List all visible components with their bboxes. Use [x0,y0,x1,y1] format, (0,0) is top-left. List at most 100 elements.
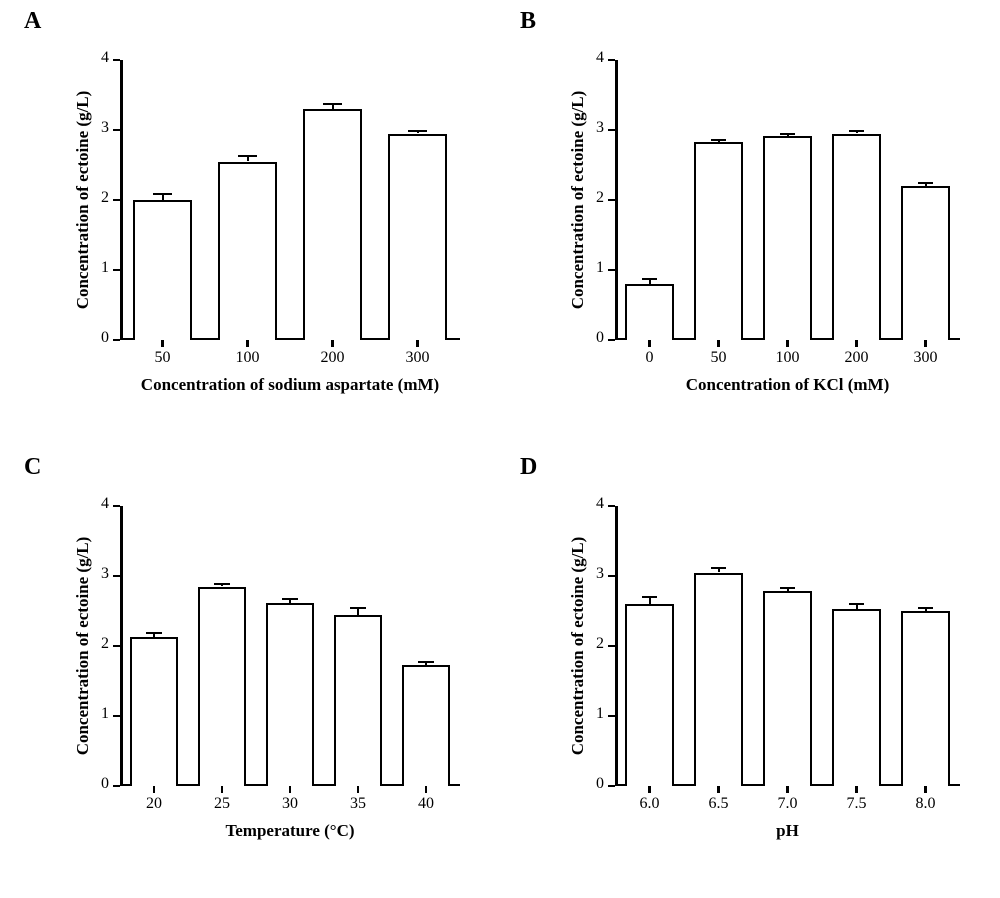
panel-letter-c: C [24,454,41,481]
error-bar-cap [214,583,229,585]
error-bar-stem [357,608,359,615]
x-tick-label: 50 [684,349,753,367]
bar [133,200,193,340]
x-tick-label: 20 [120,795,188,813]
x-tick-label: 50 [120,349,205,367]
bar [763,591,811,786]
chart-d: 01234Concentration of ectoine (g/L)6.06.… [615,506,960,786]
x-tick [648,340,651,347]
x-tick-label: 40 [392,795,460,813]
y-tick [113,129,120,132]
error-bar-cap [918,182,933,184]
x-tick [717,786,720,793]
figure-page: A B C D 01234Concentration of ectoine (g… [0,0,1000,898]
x-tick [289,786,292,793]
error-bar-cap [418,661,433,663]
x-tick-label: 200 [290,349,375,367]
x-tick [786,340,789,347]
x-tick [153,786,156,793]
y-axis-label: Concentration of ectoine (g/L) [568,60,588,340]
error-bar-stem [649,597,651,604]
x-tick [161,340,164,347]
bar [901,186,949,340]
bar [388,134,448,341]
bar [334,615,382,787]
x-tick [331,340,334,347]
x-tick [246,340,249,347]
x-tick [416,340,419,347]
y-tick [113,339,120,342]
y-axis-line [615,60,618,340]
x-tick-label: 30 [256,795,324,813]
y-tick [608,269,615,272]
y-tick [608,199,615,202]
y-tick [608,129,615,132]
x-tick-label: 0 [615,349,684,367]
error-bar-cap [711,139,726,141]
error-bar-cap [642,278,657,280]
bar [694,142,742,340]
x-tick [357,786,360,793]
error-bar-cap [849,603,864,605]
x-axis-label: Concentration of sodium aspartate (mM) [120,375,460,395]
error-bar-cap [849,130,864,132]
panel-letter-a: A [24,8,41,35]
bar [763,136,811,340]
chart-b: 01234Concentration of ectoine (g/L)05010… [615,60,960,340]
x-axis-label: Temperature (°C) [120,821,460,841]
error-bar-cap [918,607,933,609]
x-tick-label: 8.0 [891,795,960,813]
bar [402,665,450,786]
error-bar-cap [350,607,365,609]
bar [266,603,314,786]
x-tick [924,340,927,347]
error-bar-cap [282,598,297,600]
x-tick [221,786,224,793]
x-axis-label: pH [615,821,960,841]
x-tick [855,340,858,347]
bar [901,611,949,786]
y-tick [113,59,120,62]
y-tick [113,785,120,788]
error-bar-cap [146,632,161,634]
x-tick-label: 7.5 [822,795,891,813]
y-axis-label: Concentration of ectoine (g/L) [73,60,93,340]
y-tick [113,199,120,202]
x-tick [648,786,651,793]
panel-letter-b: B [520,8,536,35]
bar [198,587,246,787]
x-tick-label: 200 [822,349,891,367]
bar [303,109,363,340]
x-tick-label: 25 [188,795,256,813]
y-axis-line [120,506,123,786]
x-tick-label: 6.0 [615,795,684,813]
bar [218,162,278,341]
bar [832,609,880,786]
error-bar-cap [780,587,795,589]
y-tick [608,645,615,648]
error-bar-cap [408,130,427,132]
bar [625,284,673,340]
y-axis-label: Concentration of ectoine (g/L) [73,506,93,786]
chart-c: 01234Concentration of ectoine (g/L)20253… [120,506,460,786]
y-tick [608,339,615,342]
y-tick [113,575,120,578]
y-tick [608,575,615,578]
y-tick [113,269,120,272]
x-tick [717,340,720,347]
bar [625,604,673,786]
x-tick-label: 300 [891,349,960,367]
x-tick [924,786,927,793]
y-tick [113,715,120,718]
y-tick [608,785,615,788]
bar [694,573,742,787]
bar [832,134,880,341]
x-tick-label: 100 [205,349,290,367]
bar [130,637,178,786]
y-axis-line [120,60,123,340]
error-bar-cap [153,193,172,195]
y-tick [608,505,615,508]
chart-a: 01234Concentration of ectoine (g/L)50100… [120,60,460,340]
x-tick-label: 35 [324,795,392,813]
x-tick-label: 6.5 [684,795,753,813]
